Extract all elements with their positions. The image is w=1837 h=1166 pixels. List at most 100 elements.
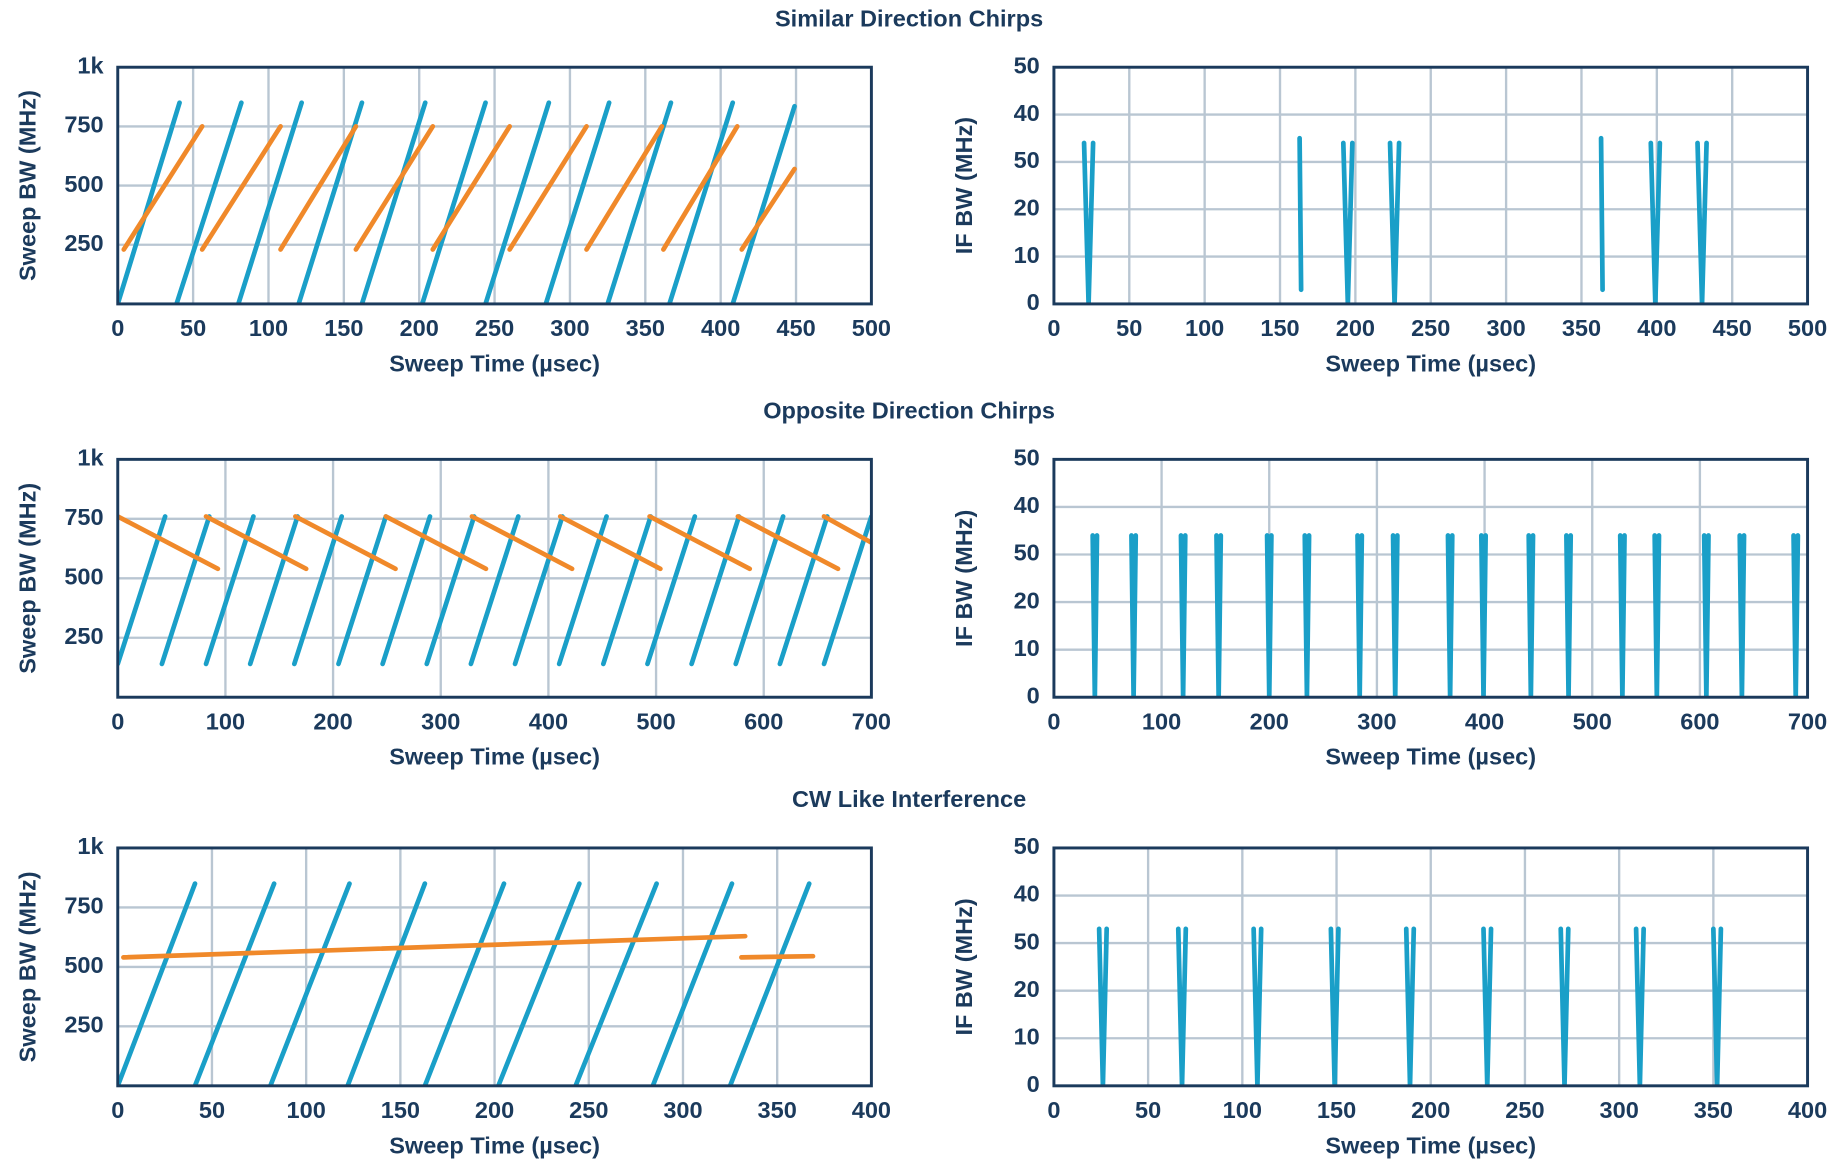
y-tick-label: 750 bbox=[64, 893, 103, 919]
x-tick-label: 100 bbox=[206, 708, 245, 734]
x-tick-label: 300 bbox=[550, 315, 589, 341]
x-tick-label: 200 bbox=[400, 315, 439, 341]
y-axis-label: IF BW (MHz) bbox=[951, 510, 977, 647]
x-tick-label: 0 bbox=[1047, 315, 1060, 341]
x-tick-label: 400 bbox=[529, 708, 568, 734]
plot-frame bbox=[1052, 65, 1810, 306]
x-tick-label: 700 bbox=[852, 708, 891, 734]
x-tick-label: 50 bbox=[199, 1097, 225, 1123]
x-tick-label: 100 bbox=[287, 1097, 326, 1123]
x-tick-label: 250 bbox=[1411, 315, 1450, 341]
x-tick-label: 450 bbox=[1713, 315, 1752, 341]
y-tick-label: 10 bbox=[1014, 242, 1040, 268]
x-tick-label: 300 bbox=[1486, 315, 1525, 341]
x-axis-label: Sweep Time (µsec) bbox=[1325, 1132, 1536, 1158]
x-tick-label: 150 bbox=[1260, 315, 1299, 341]
section-title: Opposite Direction Chirps bbox=[763, 397, 1055, 423]
x-tick-label: 50 bbox=[1116, 315, 1142, 341]
y-axis-label: Sweep BW (MHz) bbox=[15, 483, 41, 674]
data-line bbox=[1081, 135, 1709, 304]
y-tick-label: 250 bbox=[64, 1012, 103, 1038]
x-tick-label: 200 bbox=[475, 1097, 514, 1123]
x-axis-label: Sweep Time (µsec) bbox=[389, 744, 600, 770]
y-tick-label: 1k bbox=[77, 833, 104, 859]
y-tick-label: 250 bbox=[64, 623, 103, 649]
x-tick-label: 250 bbox=[475, 315, 514, 341]
x-tick-label: 300 bbox=[663, 1097, 702, 1123]
data-line bbox=[121, 933, 816, 960]
x-tick-label: 100 bbox=[1223, 1097, 1262, 1123]
y-tick-label: 50 bbox=[1014, 445, 1040, 471]
x-tick-label: 250 bbox=[569, 1097, 608, 1123]
x-axis-label: Sweep Time (µsec) bbox=[1325, 350, 1536, 376]
x-tick-label: 400 bbox=[852, 1097, 891, 1123]
y-tick-label: 750 bbox=[64, 504, 103, 530]
x-tick-label: 250 bbox=[1505, 1097, 1544, 1123]
data-line bbox=[121, 124, 797, 252]
x-tick-label: 100 bbox=[1142, 708, 1181, 734]
x-tick-label: 300 bbox=[1357, 708, 1396, 734]
x-axis-label: Sweep Time (µsec) bbox=[389, 350, 600, 376]
y-axis-label: Sweep BW (MHz) bbox=[15, 90, 41, 281]
y-tick-label: 0 bbox=[1027, 289, 1040, 315]
x-tick-label: 600 bbox=[744, 708, 783, 734]
y-tick-label: 40 bbox=[1014, 881, 1040, 907]
y-tick-label: 20 bbox=[1014, 976, 1040, 1002]
x-tick-label: 150 bbox=[381, 1097, 420, 1123]
plot-frame bbox=[116, 846, 873, 1088]
y-tick-label: 50 bbox=[1014, 928, 1040, 954]
x-tick-label: 0 bbox=[111, 1097, 124, 1123]
y-tick-label: 10 bbox=[1014, 635, 1040, 661]
plot-frame bbox=[116, 65, 873, 306]
x-tick-label: 0 bbox=[111, 315, 124, 341]
y-tick-label: 40 bbox=[1014, 100, 1040, 126]
data-line bbox=[1090, 533, 1801, 698]
x-tick-label: 50 bbox=[180, 315, 206, 341]
plot-frame bbox=[1052, 846, 1810, 1088]
x-tick-label: 350 bbox=[1694, 1097, 1733, 1123]
x-tick-label: 50 bbox=[1135, 1097, 1161, 1123]
x-tick-label: 350 bbox=[1562, 315, 1601, 341]
y-tick-label: 40 bbox=[1014, 492, 1040, 518]
plot-frame bbox=[1052, 457, 1810, 699]
y-tick-label: 750 bbox=[64, 112, 103, 138]
x-tick-label: 300 bbox=[1600, 1097, 1639, 1123]
data-line bbox=[117, 100, 797, 304]
x-tick-label: 700 bbox=[1788, 708, 1827, 734]
y-tick-label: 50 bbox=[1014, 147, 1040, 173]
y-tick-label: 1k bbox=[77, 445, 104, 471]
data-line bbox=[117, 514, 872, 572]
y-tick-label: 10 bbox=[1014, 1023, 1040, 1049]
x-tick-label: 100 bbox=[1185, 315, 1224, 341]
x-tick-label: 400 bbox=[701, 315, 740, 341]
x-tick-label: 350 bbox=[758, 1097, 797, 1123]
y-tick-label: 50 bbox=[1014, 833, 1040, 859]
y-tick-label: 500 bbox=[64, 564, 103, 590]
y-axis-label: IF BW (MHz) bbox=[951, 117, 977, 254]
y-tick-label: 20 bbox=[1014, 587, 1040, 613]
x-tick-label: 200 bbox=[1411, 1097, 1450, 1123]
x-axis-label: Sweep Time (µsec) bbox=[389, 1132, 600, 1158]
section-title: CW Like Interference bbox=[792, 786, 1026, 812]
y-tick-label: 500 bbox=[64, 171, 103, 197]
y-tick-label: 0 bbox=[1027, 682, 1040, 708]
x-tick-label: 400 bbox=[1465, 708, 1504, 734]
section-title: Similar Direction Chirps bbox=[775, 5, 1043, 31]
x-tick-label: 450 bbox=[776, 315, 815, 341]
y-tick-label: 500 bbox=[64, 952, 103, 978]
data-line bbox=[1096, 926, 1724, 1086]
x-tick-label: 150 bbox=[324, 315, 363, 341]
x-tick-label: 200 bbox=[313, 708, 352, 734]
x-tick-label: 400 bbox=[1788, 1097, 1827, 1123]
x-tick-label: 400 bbox=[1637, 315, 1676, 341]
plot-frame bbox=[116, 457, 873, 699]
x-tick-label: 0 bbox=[111, 708, 124, 734]
x-tick-label: 500 bbox=[852, 315, 891, 341]
x-tick-label: 150 bbox=[1317, 1097, 1356, 1123]
y-tick-label: 1k bbox=[77, 52, 104, 78]
y-tick-label: 250 bbox=[64, 230, 103, 256]
y-tick-label: 50 bbox=[1014, 52, 1040, 78]
y-tick-label: 50 bbox=[1014, 540, 1040, 566]
data-line bbox=[117, 514, 872, 667]
